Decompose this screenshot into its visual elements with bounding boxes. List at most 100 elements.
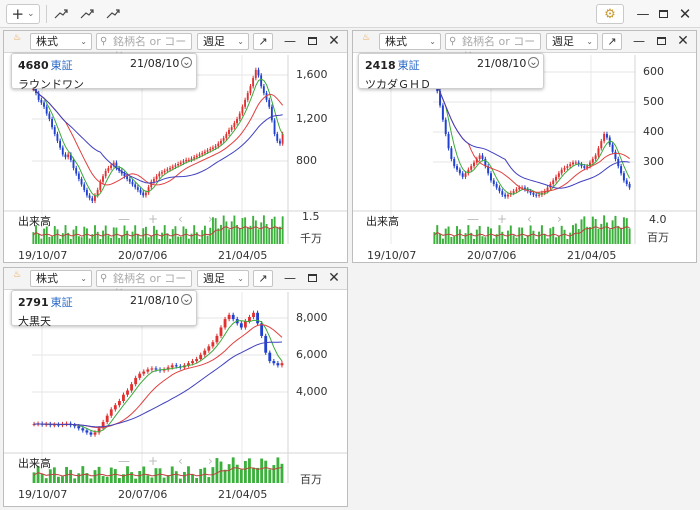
panel-toolbar: ♨ 株式 ⌄ ⚲銘柄名 or コード週足 ⌄ ↗ — ✕ xyxy=(353,31,696,63)
panel-minimize-icon[interactable]: — xyxy=(284,34,296,48)
hot-icon[interactable]: ♨ xyxy=(12,270,22,280)
panel-close-icon[interactable]: ✕ xyxy=(677,33,689,49)
hot-icon[interactable]: ♨ xyxy=(12,33,22,43)
volume-bar xyxy=(239,469,243,483)
zoom-out-icon[interactable]: — xyxy=(118,454,130,468)
candle-body xyxy=(131,181,134,185)
add-chart-button[interactable]: + ⌄ xyxy=(6,4,40,24)
volume-bar xyxy=(453,236,456,244)
candle-body xyxy=(227,314,231,320)
candle-body xyxy=(487,166,490,174)
hot-icon[interactable]: ♨ xyxy=(361,33,371,43)
volume-bar xyxy=(225,221,228,244)
candle-body xyxy=(144,192,147,196)
scroll-right-icon[interactable]: › xyxy=(557,212,562,226)
panel-restore-icon[interactable] xyxy=(653,33,669,50)
trend-line-icon-2[interactable] xyxy=(76,4,98,24)
candle-body xyxy=(187,363,190,366)
stock-type-select[interactable]: 株式 ⌄ xyxy=(30,33,92,50)
candle-body xyxy=(105,415,109,422)
settings-gear-button[interactable]: ⚙ xyxy=(596,4,624,24)
restore-icon[interactable] xyxy=(654,4,672,24)
y-tick-label: 800 xyxy=(296,154,317,167)
candle-body xyxy=(134,377,138,385)
volume-bar xyxy=(32,232,35,244)
volume-ma-line xyxy=(32,226,283,237)
trend-line-icon-3[interactable] xyxy=(102,4,124,24)
panel-close-icon[interactable]: ✕ xyxy=(328,33,340,49)
stock-code: 4680 xyxy=(18,59,49,72)
period-select[interactable]: 週足 ⌄ xyxy=(197,33,249,50)
info-chevron-icon[interactable]: ⌄ xyxy=(528,57,539,68)
moving-average-line-5 xyxy=(433,80,631,195)
panel-restore-icon[interactable] xyxy=(304,270,320,287)
candle-body xyxy=(155,176,158,179)
period-select[interactable]: 週足 ⌄ xyxy=(197,270,249,287)
volume-bar xyxy=(260,222,263,244)
stock-type-select[interactable]: 株式 ⌄ xyxy=(379,33,441,50)
volume-bar xyxy=(48,236,51,244)
y-tick-label: 6,000 xyxy=(296,348,328,361)
candle-body xyxy=(475,159,478,163)
candle-body xyxy=(456,166,459,170)
candle-body xyxy=(515,189,518,192)
info-chevron-icon[interactable]: ⌄ xyxy=(181,294,192,305)
scroll-left-icon[interactable]: ‹ xyxy=(178,454,183,468)
volume-bar xyxy=(268,469,272,483)
candle-body xyxy=(577,162,580,165)
candle-body xyxy=(122,394,125,401)
candle-body xyxy=(40,99,43,103)
period-select[interactable]: 週足 ⌄ xyxy=(546,33,598,50)
candle-body xyxy=(594,155,597,159)
volume-bar xyxy=(139,238,142,244)
zoom-in-icon[interactable]: + xyxy=(148,454,159,468)
candle-body xyxy=(244,99,247,107)
zoom-in-icon[interactable]: + xyxy=(497,212,508,226)
volume-bar xyxy=(150,477,154,483)
scroll-left-icon[interactable]: ‹ xyxy=(178,212,183,226)
candle-body xyxy=(586,166,589,168)
candle-body xyxy=(273,120,276,134)
scroll-left-icon[interactable]: ‹ xyxy=(527,212,532,226)
minimize-icon[interactable]: — xyxy=(636,6,650,22)
candle-body xyxy=(142,192,145,196)
volume-ma-line xyxy=(434,226,630,237)
trend-line-icon[interactable] xyxy=(50,4,72,24)
volume-bar xyxy=(276,457,280,483)
stock-type-select[interactable]: 株式 ⌄ xyxy=(30,270,92,287)
candle-body xyxy=(470,166,473,170)
candle-body xyxy=(239,323,243,328)
expand-arrow-button[interactable]: ↗ xyxy=(253,33,273,50)
expand-arrow-button[interactable]: ↗ xyxy=(602,33,622,50)
scroll-right-icon[interactable]: › xyxy=(208,454,213,468)
candle-body xyxy=(278,140,281,144)
price-chart[interactable] xyxy=(4,31,347,262)
panel-close-icon[interactable]: ✕ xyxy=(328,270,340,286)
volume-bar xyxy=(478,225,481,244)
candle-body xyxy=(120,170,123,174)
volume-bar xyxy=(461,238,464,244)
expand-arrow-button[interactable]: ↗ xyxy=(253,270,273,287)
zoom-out-icon[interactable]: — xyxy=(467,212,479,226)
search-input[interactable]: ⚲銘柄名 or コード xyxy=(445,33,541,63)
zoom-out-icon[interactable]: — xyxy=(118,212,130,226)
x-tick-label: 21/04/05 xyxy=(218,249,268,262)
x-tick-label: 20/07/06 xyxy=(118,249,168,262)
candle-body xyxy=(45,106,48,114)
candle-body xyxy=(532,192,535,195)
panel-minimize-icon[interactable]: — xyxy=(284,271,296,285)
volume-bar xyxy=(608,229,611,244)
scroll-right-icon[interactable]: › xyxy=(208,212,213,226)
volume-bar xyxy=(178,478,182,483)
volume-bar xyxy=(614,215,617,244)
panel-restore-icon[interactable] xyxy=(304,33,320,50)
candle-body xyxy=(233,123,236,128)
close-icon[interactable]: ✕ xyxy=(678,5,692,23)
info-chevron-icon[interactable]: ⌄ xyxy=(181,57,192,68)
candle-body xyxy=(256,312,260,324)
search-icon: ⚲ xyxy=(449,36,457,47)
volume-bar xyxy=(206,235,209,244)
zoom-in-icon[interactable]: + xyxy=(148,212,159,226)
candle-body xyxy=(67,154,70,158)
panel-minimize-icon[interactable]: — xyxy=(633,34,645,48)
